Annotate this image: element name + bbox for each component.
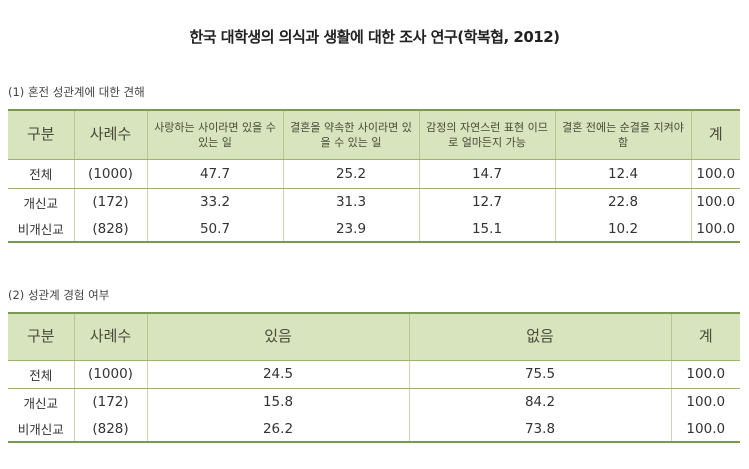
cell: (1000) [73,159,147,189]
cell: 100.0 [670,388,740,416]
cell: (172) [73,388,147,416]
cell: 100.0 [690,159,740,189]
table-header-row: 구분 사례수 있음 없음 계 [8,313,740,361]
header-sample-count: 사례수 [73,313,147,361]
header-yes: 있음 [146,313,409,361]
cell: 31.3 [282,188,419,216]
table-row: 전체 (1000) 24.5 75.5 100.0 [8,360,740,389]
header-category: 구분 [8,110,74,160]
cell: 10.2 [554,216,691,242]
cell: (1000) [73,360,147,389]
header-sample-count: 사례수 [73,110,147,160]
cell: 100.0 [690,216,740,242]
row-label: 비개신교 [17,422,64,437]
header-opinion-engaged: 결혼을 약속한 사이라면 있을 수 있는 일 [282,110,419,160]
header-opinion-natural: 감정의 자연스런 표현 이므로 얼마든지 가능 [418,110,555,160]
cell: 23.9 [282,216,419,242]
opinion-table: 구분 사례수 사랑하는 사이라면 있을 수 있는 일 결혼을 약속한 사이라면 … [8,109,740,243]
table-header-row: 구분 사례수 사랑하는 사이라면 있을 수 있는 일 결혼을 약속한 사이라면 … [8,110,740,160]
cell: 14.7 [418,159,555,189]
cell: 100.0 [690,188,740,216]
section1-heading: (1) 혼전 성관계에 대한 견해 [8,85,145,99]
cell: 15.8 [146,388,409,416]
table-row: 비개신교 (828) 50.7 23.9 15.1 10.2 100.0 [8,216,740,242]
cell: 47.7 [146,159,283,189]
page-title: 한국 대학생의 의식과 생활에 대한 조사 연구(학복협, 2012) [189,28,560,46]
cell: 22.8 [554,188,691,216]
row-label: 전체 [8,159,74,189]
cell: 25.2 [282,159,419,189]
header-total: 계 [670,313,740,361]
cell: (172) [73,188,147,216]
cell: 100.0 [670,360,740,389]
row-label: 개신교 [23,395,58,411]
section2-heading: (2) 성관계 경험 여부 [8,288,110,302]
cell: 33.2 [146,188,283,216]
table-row: 비개신교 (828) 26.2 73.8 100.0 [8,416,740,442]
cell: 50.7 [146,216,283,242]
cell: 75.5 [408,360,671,389]
header-total: 계 [690,110,740,160]
cell: (828) [73,416,147,442]
table-row: 개신교 (172) 33.2 31.3 12.7 22.8 100.0 [8,188,740,216]
header-opinion-chastity: 결혼 전에는 순결을 지켜야 함 [554,110,691,160]
row-label: 비개신교 [17,222,64,237]
cell: 15.1 [418,216,555,242]
header-category: 구분 [8,313,74,361]
table-row: 개신교 (172) 15.8 84.2 100.0 [8,388,740,416]
cell: (828) [73,216,147,242]
cell: 26.2 [146,416,409,442]
row-label: 전체 [8,360,74,389]
table-row: 전체 (1000) 47.7 25.2 14.7 12.4 100.0 [8,159,740,189]
header-no: 없음 [408,313,671,361]
cell: 84.2 [408,388,671,416]
cell: 100.0 [670,416,740,442]
cell: 12.7 [418,188,555,216]
row-label: 개신교 [23,195,58,211]
experience-table: 구분 사례수 있음 없음 계 전체 (1000) 24.5 75.5 100.0… [8,312,740,443]
header-opinion-love: 사랑하는 사이라면 있을 수 있는 일 [146,110,283,160]
cell: 24.5 [146,360,409,389]
cell: 12.4 [554,159,691,189]
cell: 73.8 [408,416,671,442]
